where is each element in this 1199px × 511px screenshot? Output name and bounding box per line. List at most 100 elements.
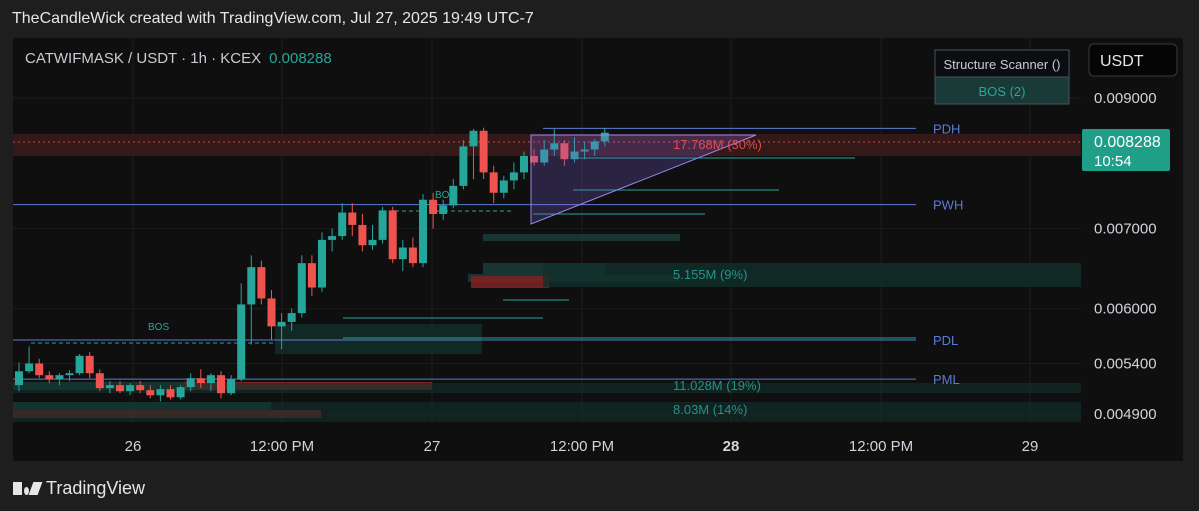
candle-body	[530, 155, 539, 163]
y-tick-label: 0.006000	[1094, 301, 1157, 318]
x-tick-label: 28	[723, 438, 740, 455]
order-block	[275, 324, 482, 354]
candle-body	[499, 180, 508, 193]
candle-body	[75, 355, 84, 374]
candle-body	[206, 375, 215, 384]
candle-body	[247, 267, 256, 305]
structure-scanner-box[interactable]: Structure Scanner () BOS (2)	[934, 49, 1070, 105]
current-price: 0.008288	[1094, 134, 1161, 151]
level-label-pdh: PDH	[933, 121, 960, 136]
candle-body	[25, 363, 34, 372]
candles	[15, 127, 609, 402]
candle-body	[277, 321, 286, 327]
candle-body	[45, 375, 54, 380]
candle-body	[489, 172, 498, 193]
x-tick-label: 27	[424, 438, 441, 455]
candle-body	[348, 212, 357, 225]
candle-body	[217, 375, 225, 394]
candle-body	[469, 130, 478, 147]
candle-body	[287, 313, 296, 322]
candle-body	[570, 151, 579, 160]
y-tick-label: 0.005400	[1094, 355, 1157, 372]
bos-label: BOS	[148, 322, 169, 333]
candle-body	[136, 385, 145, 391]
grid	[13, 38, 1081, 423]
level-label-pdl: PDL	[933, 333, 958, 348]
triangle-pattern	[530, 134, 757, 225]
candle-body	[166, 389, 175, 398]
candle-body	[146, 390, 155, 396]
tradingview-logo[interactable]: TradingView	[13, 478, 145, 499]
volume-label: 11.028M (19%)	[673, 378, 761, 393]
x-tick-label: 12:00 PM	[550, 438, 614, 455]
candle-body	[257, 267, 266, 299]
candle-body	[237, 304, 246, 380]
candle-body	[449, 185, 458, 206]
candle-body	[520, 155, 528, 173]
candle-body	[55, 375, 64, 380]
candle-body	[95, 373, 104, 389]
scanner-value: BOS (2)	[979, 84, 1026, 99]
candle-body	[550, 143, 559, 150]
volume-profile-band-low	[13, 402, 1081, 422]
candle-body	[338, 212, 347, 237]
candle-body	[378, 210, 387, 240]
candle-body	[328, 236, 337, 240]
candle-body	[176, 387, 185, 398]
candle-body	[398, 247, 407, 260]
chart-panel[interactable]: PDH PWH PDL PML BOS BOS 17.768M (30%) 5.155M …	[13, 38, 1183, 461]
tradingview-logo-icon	[13, 482, 43, 495]
volume-label: 17.768M (30%)	[673, 137, 762, 152]
candle-body	[85, 355, 94, 374]
candle-body	[15, 371, 23, 386]
structure-lines: BOS BOS	[31, 157, 916, 344]
price-countdown: 10:54	[1094, 153, 1132, 170]
candle-body	[580, 149, 589, 152]
volume-profile-band	[13, 383, 1081, 393]
candle-body	[388, 210, 397, 260]
level-label-pml: PML	[933, 372, 960, 387]
price-chart[interactable]: PDH PWH PDL PML BOS BOS 17.768M (30%) 5.155M …	[13, 38, 1183, 461]
y-tick-label: 0.004900	[1094, 406, 1157, 423]
candle-body	[35, 363, 44, 376]
volume-label: 8.03M (14%)	[673, 402, 747, 417]
candle-body	[156, 389, 165, 396]
levels: PDH PWH PDL PML	[13, 121, 963, 387]
candle-body	[358, 224, 367, 246]
candle-body	[408, 247, 417, 264]
candle-body	[600, 132, 609, 142]
candle-body	[105, 385, 114, 389]
y-tick-label: 0.009000	[1094, 90, 1157, 107]
candle-body	[439, 205, 448, 214]
volume-label: 5.155M (9%)	[673, 267, 747, 282]
level-label-pwh: PWH	[933, 198, 963, 213]
x-tick-label: 12:00 PM	[250, 438, 314, 455]
brand-name: TradingView	[46, 478, 146, 498]
scanner-title: Structure Scanner ()	[943, 57, 1060, 72]
candle-body	[297, 263, 306, 314]
overlay: 17.768M (30%) 5.155M (9%) 11.028M (19%) 8.0…	[530, 134, 762, 417]
small-zone	[483, 234, 680, 241]
axes: 0.009000 0.007000 0.006000 0.005400 0.004900…	[125, 90, 1157, 455]
candle-body	[318, 239, 326, 288]
currency-label: USDT	[1100, 53, 1144, 70]
candle-body	[186, 378, 195, 388]
candle-body	[307, 263, 316, 288]
symbol-price: 0.008288	[269, 50, 332, 67]
candle-body	[590, 141, 599, 150]
candle-body	[540, 149, 549, 163]
header-caption: TheCandleWick created with TradingView.c…	[12, 10, 534, 27]
currency-button[interactable]: USDT	[1088, 43, 1178, 77]
volume-zone	[543, 263, 1081, 287]
candle-body	[196, 378, 205, 384]
x-tick-label: 29	[1022, 438, 1039, 455]
candle-body	[419, 199, 427, 264]
candle-body	[116, 385, 124, 392]
y-tick-label: 0.007000	[1094, 221, 1157, 238]
candle-body	[429, 199, 438, 214]
current-price-label: 0.008288 10:54	[1082, 129, 1170, 171]
candle-body	[65, 373, 74, 376]
candle-body	[368, 239, 377, 246]
resistance-zone	[13, 134, 1081, 156]
symbol-pair: CATWIFMASK / USDT · 1h · KCEX	[25, 50, 261, 67]
